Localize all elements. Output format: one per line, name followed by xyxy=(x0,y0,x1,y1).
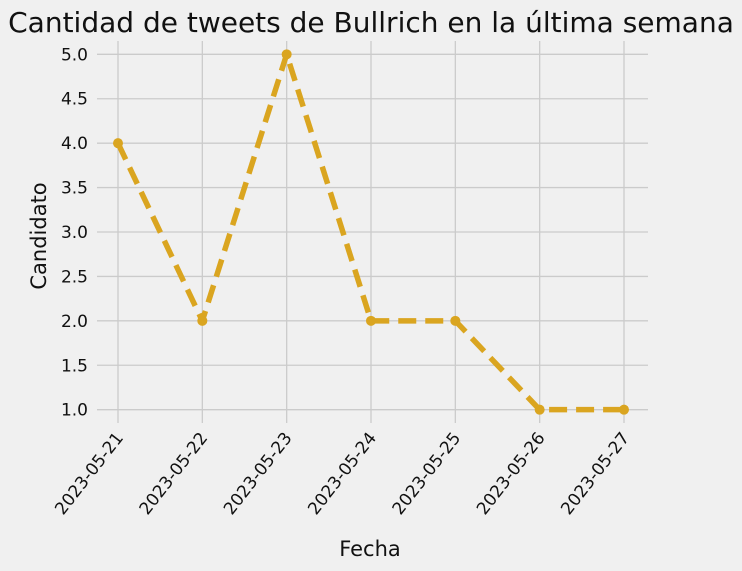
data-point xyxy=(450,315,461,326)
data-point xyxy=(113,138,123,149)
data-point xyxy=(281,49,292,60)
y-tick-label: 5.0 xyxy=(61,45,88,65)
y-tick-label: 2.0 xyxy=(61,312,88,332)
x-axis-label: Fecha xyxy=(339,537,401,561)
data-point xyxy=(366,315,376,326)
y-tick-label: 4.5 xyxy=(61,90,88,110)
y-tick-label: 1.5 xyxy=(61,356,88,376)
y-axis-label: Candidato xyxy=(27,182,51,289)
grid xyxy=(97,41,648,423)
chart-title: Cantidad de tweets de Bullrich en la últ… xyxy=(8,6,734,39)
data-point xyxy=(619,404,629,415)
y-tick-label: 3.0 xyxy=(61,223,88,243)
data-point xyxy=(534,404,545,415)
y-tick-label: 4.0 xyxy=(61,134,88,154)
data-point xyxy=(197,315,208,326)
y-axis-ticks: 1.0 1.5 2.0 2.5 3.0 3.5 4.0 4.5 5.0 xyxy=(61,45,88,420)
series-group xyxy=(113,49,629,415)
y-tick-label: 2.5 xyxy=(61,267,88,287)
y-tick-label: 1.0 xyxy=(61,401,88,421)
y-tick-label: 3.5 xyxy=(61,179,88,199)
